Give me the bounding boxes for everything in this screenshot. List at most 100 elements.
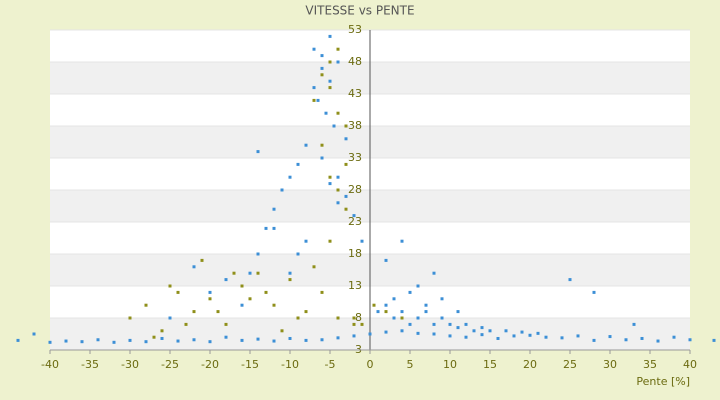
x-tick-label: 0 xyxy=(367,358,374,371)
point xyxy=(512,334,516,338)
point xyxy=(272,207,276,211)
point xyxy=(316,98,320,102)
point xyxy=(324,111,328,115)
point xyxy=(464,335,468,339)
x-axis-label: Pente [%] xyxy=(636,375,690,388)
point xyxy=(392,316,396,320)
point xyxy=(688,338,692,342)
point xyxy=(400,316,404,320)
point xyxy=(432,322,436,326)
point xyxy=(32,332,36,336)
point xyxy=(624,338,628,342)
point xyxy=(408,290,412,294)
point xyxy=(152,335,156,339)
point xyxy=(416,316,420,320)
point xyxy=(248,297,252,301)
point xyxy=(400,310,404,314)
point xyxy=(128,316,132,320)
point xyxy=(200,258,204,262)
point xyxy=(576,334,580,338)
point xyxy=(320,290,324,294)
point xyxy=(480,333,484,337)
x-tick-label: 20 xyxy=(523,358,537,371)
y-tick-label: 13 xyxy=(348,279,362,292)
point xyxy=(176,339,180,343)
point xyxy=(288,175,292,179)
point xyxy=(336,47,340,51)
point xyxy=(192,338,196,342)
point xyxy=(504,329,508,333)
y-tick-label: 18 xyxy=(348,247,362,260)
point xyxy=(328,86,332,90)
point xyxy=(192,265,196,269)
y-tick-label: 53 xyxy=(348,23,362,36)
point xyxy=(208,297,212,301)
point xyxy=(328,182,332,186)
point xyxy=(240,303,244,307)
point xyxy=(632,322,636,326)
point xyxy=(372,303,376,307)
point xyxy=(424,303,428,307)
point xyxy=(280,329,284,333)
y-tick-label: 33 xyxy=(348,151,362,164)
point xyxy=(400,329,404,333)
point xyxy=(608,335,612,339)
point xyxy=(344,124,348,128)
x-tick-label: -15 xyxy=(241,358,259,371)
point xyxy=(432,271,436,275)
point xyxy=(328,60,332,64)
point xyxy=(536,331,540,335)
x-tick-label: -10 xyxy=(281,358,299,371)
point xyxy=(560,336,564,340)
point xyxy=(336,316,340,320)
point xyxy=(288,336,292,340)
y-tick-label: 8 xyxy=(355,311,362,324)
point xyxy=(368,332,372,336)
point xyxy=(336,175,340,179)
point xyxy=(312,265,316,269)
point xyxy=(336,60,340,64)
point xyxy=(320,338,324,342)
point xyxy=(64,339,68,343)
x-tick-label: 25 xyxy=(563,358,577,371)
point xyxy=(224,322,228,326)
point xyxy=(224,278,228,282)
point xyxy=(344,162,348,166)
point xyxy=(240,338,244,342)
point xyxy=(328,34,332,38)
point xyxy=(712,338,716,342)
point xyxy=(336,201,340,205)
point xyxy=(176,290,180,294)
point xyxy=(416,331,420,335)
point xyxy=(496,336,500,340)
point xyxy=(240,284,244,288)
point xyxy=(208,290,212,294)
point xyxy=(128,338,132,342)
point xyxy=(192,310,196,314)
point xyxy=(480,326,484,330)
point xyxy=(288,271,292,275)
point xyxy=(272,303,276,307)
point xyxy=(144,340,148,344)
point xyxy=(328,79,332,83)
point xyxy=(264,226,268,230)
y-tick-label: 48 xyxy=(348,55,362,68)
point xyxy=(96,338,100,342)
y-tick-label: 28 xyxy=(348,183,362,196)
point xyxy=(296,316,300,320)
point xyxy=(456,310,460,314)
point xyxy=(384,258,388,262)
y-tick-label: 38 xyxy=(348,119,362,132)
x-tick-label: 10 xyxy=(443,358,457,371)
point xyxy=(320,54,324,58)
point xyxy=(168,316,172,320)
point xyxy=(352,334,356,338)
point xyxy=(344,194,348,198)
point xyxy=(328,239,332,243)
point xyxy=(184,322,188,326)
point xyxy=(328,175,332,179)
point xyxy=(320,143,324,147)
point xyxy=(352,214,356,218)
y-tick-label: 43 xyxy=(348,87,362,100)
